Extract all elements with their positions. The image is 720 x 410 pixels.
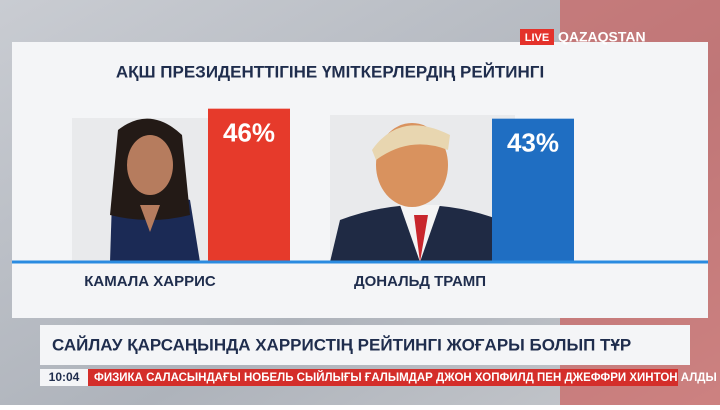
ticker-text: ФИЗИКА САЛАСЫНДАҒЫ НОБЕЛЬ СЫЙЛЫҒЫ ҒАЛЫМД…	[94, 371, 717, 384]
headline: САЙЛАУ ҚАРСАҢЫНДА ХАРРИСТІҢ РЕЙТИНГІ ЖОҒ…	[52, 335, 631, 354]
category-label: КАМАЛА ХАРРИС	[84, 273, 216, 290]
photo-harris	[72, 118, 228, 262]
live-badge	[520, 29, 554, 45]
bar	[208, 108, 290, 263]
headline-bar	[40, 325, 690, 365]
value-label: 46%	[223, 118, 275, 148]
time-box	[40, 369, 88, 386]
live-text: LIVE	[525, 32, 549, 44]
value-label: 43%	[507, 128, 559, 158]
category-label: ДОНАЛЬД ТРАМП	[354, 273, 486, 290]
time: 10:04	[49, 370, 80, 384]
chart-title: АҚШ ПРЕЗИДЕНТТІГІНЕ ҮМІТКЕРЛЕРДІҢ РЕЙТИН…	[116, 62, 544, 81]
bar	[492, 118, 574, 263]
ticker-bar	[88, 369, 678, 386]
photo-trump	[330, 115, 515, 262]
channel-name: QAZAQSTAN	[558, 29, 646, 45]
